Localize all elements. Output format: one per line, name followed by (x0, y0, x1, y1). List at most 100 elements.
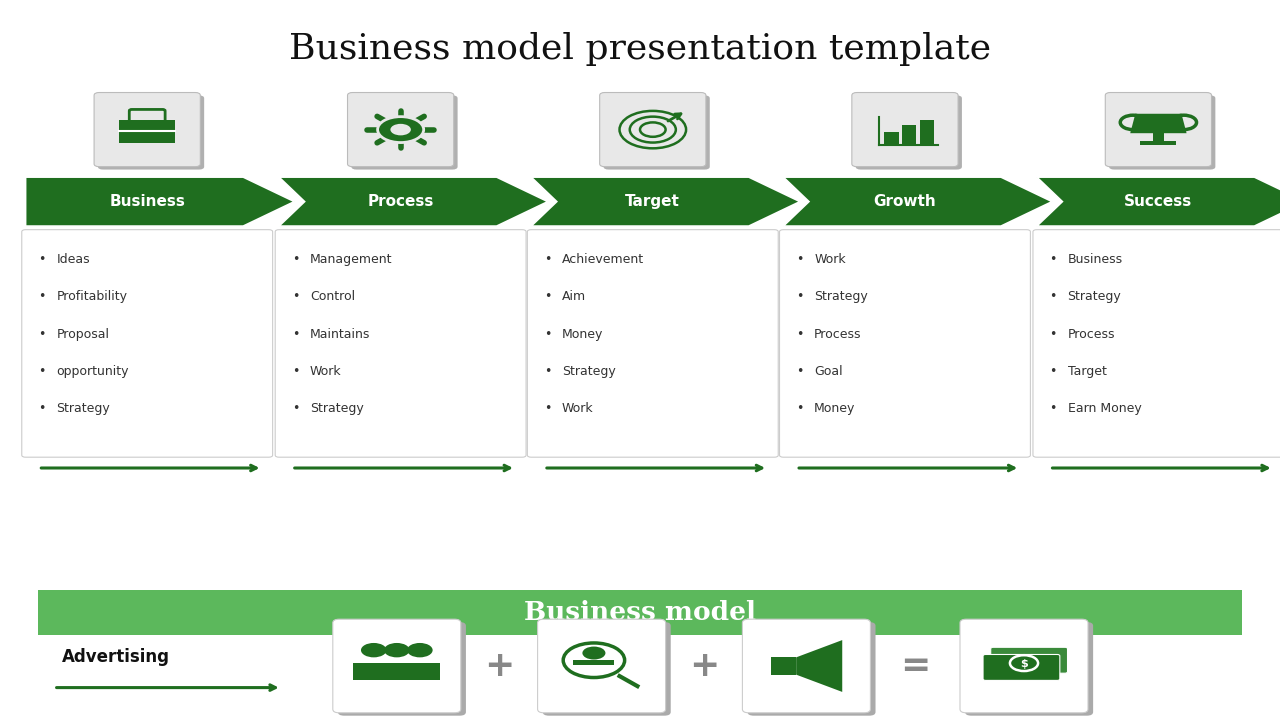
FancyBboxPatch shape (333, 619, 461, 713)
Bar (119, 120, 175, 143)
Text: •: • (796, 328, 804, 341)
FancyBboxPatch shape (852, 93, 957, 167)
Text: •: • (292, 402, 300, 415)
FancyBboxPatch shape (1110, 96, 1216, 170)
Text: •: • (544, 328, 552, 341)
Text: opportunity: opportunity (56, 365, 129, 378)
FancyBboxPatch shape (960, 619, 1088, 713)
Text: Work: Work (310, 365, 342, 378)
FancyBboxPatch shape (983, 654, 1060, 680)
FancyBboxPatch shape (855, 96, 963, 170)
Text: Control: Control (310, 290, 355, 303)
Text: •: • (796, 402, 804, 415)
Text: •: • (292, 290, 300, 303)
Text: Process: Process (1068, 328, 1115, 341)
Polygon shape (26, 177, 294, 226)
Text: Money: Money (562, 328, 603, 341)
Text: Achievement: Achievement (562, 253, 644, 266)
Text: •: • (292, 328, 300, 341)
Text: •: • (1050, 365, 1057, 378)
Text: =: = (900, 649, 931, 683)
Circle shape (384, 643, 410, 657)
Text: Profitability: Profitability (56, 290, 127, 303)
FancyBboxPatch shape (991, 647, 1068, 673)
Circle shape (582, 647, 605, 660)
Text: Advertising: Advertising (61, 648, 169, 665)
Polygon shape (1130, 114, 1187, 133)
Text: Strategy: Strategy (1068, 290, 1121, 303)
FancyBboxPatch shape (600, 93, 707, 167)
Text: Strategy: Strategy (56, 402, 110, 415)
Text: Process: Process (814, 328, 861, 341)
Text: •: • (544, 290, 552, 303)
Polygon shape (1037, 177, 1280, 226)
FancyBboxPatch shape (1033, 230, 1280, 457)
Polygon shape (531, 177, 800, 226)
Polygon shape (353, 663, 440, 680)
Text: Target: Target (1068, 365, 1106, 378)
FancyBboxPatch shape (38, 590, 1242, 635)
Text: •: • (38, 253, 46, 266)
Text: +: + (689, 649, 719, 683)
FancyBboxPatch shape (604, 96, 709, 170)
Circle shape (407, 643, 433, 657)
Text: $: $ (1020, 659, 1028, 669)
Text: •: • (1050, 290, 1057, 303)
Text: Strategy: Strategy (814, 290, 868, 303)
Text: Earn Money: Earn Money (1068, 402, 1142, 415)
FancyBboxPatch shape (748, 622, 876, 716)
Polygon shape (279, 177, 548, 226)
Text: Goal: Goal (814, 365, 842, 378)
Text: Money: Money (814, 402, 855, 415)
FancyBboxPatch shape (742, 619, 870, 713)
FancyBboxPatch shape (95, 93, 200, 167)
Circle shape (361, 643, 387, 657)
Text: •: • (544, 402, 552, 415)
Circle shape (390, 124, 411, 135)
Text: Strategy: Strategy (310, 402, 364, 415)
Text: Business: Business (1068, 253, 1123, 266)
FancyBboxPatch shape (527, 230, 778, 457)
FancyBboxPatch shape (275, 230, 526, 457)
Bar (884, 132, 899, 145)
Text: •: • (38, 290, 46, 303)
Text: •: • (38, 365, 46, 378)
Bar (1153, 133, 1164, 144)
FancyBboxPatch shape (348, 93, 454, 167)
Text: Success: Success (1124, 194, 1193, 209)
Bar (771, 657, 796, 675)
Text: +: + (484, 649, 515, 683)
Polygon shape (573, 660, 614, 665)
Text: •: • (38, 328, 46, 341)
Text: Growth: Growth (873, 194, 937, 209)
Text: •: • (796, 253, 804, 266)
Bar (902, 125, 916, 145)
FancyBboxPatch shape (338, 622, 466, 716)
Text: Strategy: Strategy (562, 365, 616, 378)
Text: •: • (292, 253, 300, 266)
Text: Management: Management (310, 253, 392, 266)
Text: •: • (1050, 328, 1057, 341)
FancyBboxPatch shape (538, 619, 666, 713)
FancyBboxPatch shape (543, 622, 671, 716)
FancyBboxPatch shape (351, 96, 458, 170)
Text: •: • (1050, 253, 1057, 266)
Text: •: • (544, 365, 552, 378)
Text: Aim: Aim (562, 290, 586, 303)
Bar (920, 120, 934, 145)
Text: •: • (544, 253, 552, 266)
Polygon shape (783, 177, 1052, 226)
Circle shape (378, 117, 424, 143)
FancyBboxPatch shape (780, 230, 1030, 457)
Text: Work: Work (814, 253, 846, 266)
FancyBboxPatch shape (965, 622, 1093, 716)
FancyBboxPatch shape (99, 96, 205, 170)
Text: •: • (796, 365, 804, 378)
Text: •: • (38, 402, 46, 415)
Text: Ideas: Ideas (56, 253, 90, 266)
Text: Proposal: Proposal (56, 328, 109, 341)
FancyBboxPatch shape (1106, 93, 1211, 167)
Text: •: • (1050, 402, 1057, 415)
Text: Business model presentation template: Business model presentation template (289, 32, 991, 66)
Bar (1140, 141, 1176, 145)
